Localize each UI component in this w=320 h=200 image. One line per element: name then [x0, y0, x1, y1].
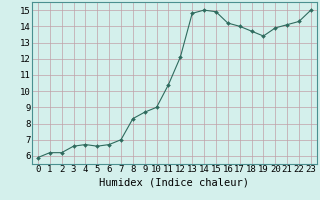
X-axis label: Humidex (Indice chaleur): Humidex (Indice chaleur)	[100, 177, 249, 187]
